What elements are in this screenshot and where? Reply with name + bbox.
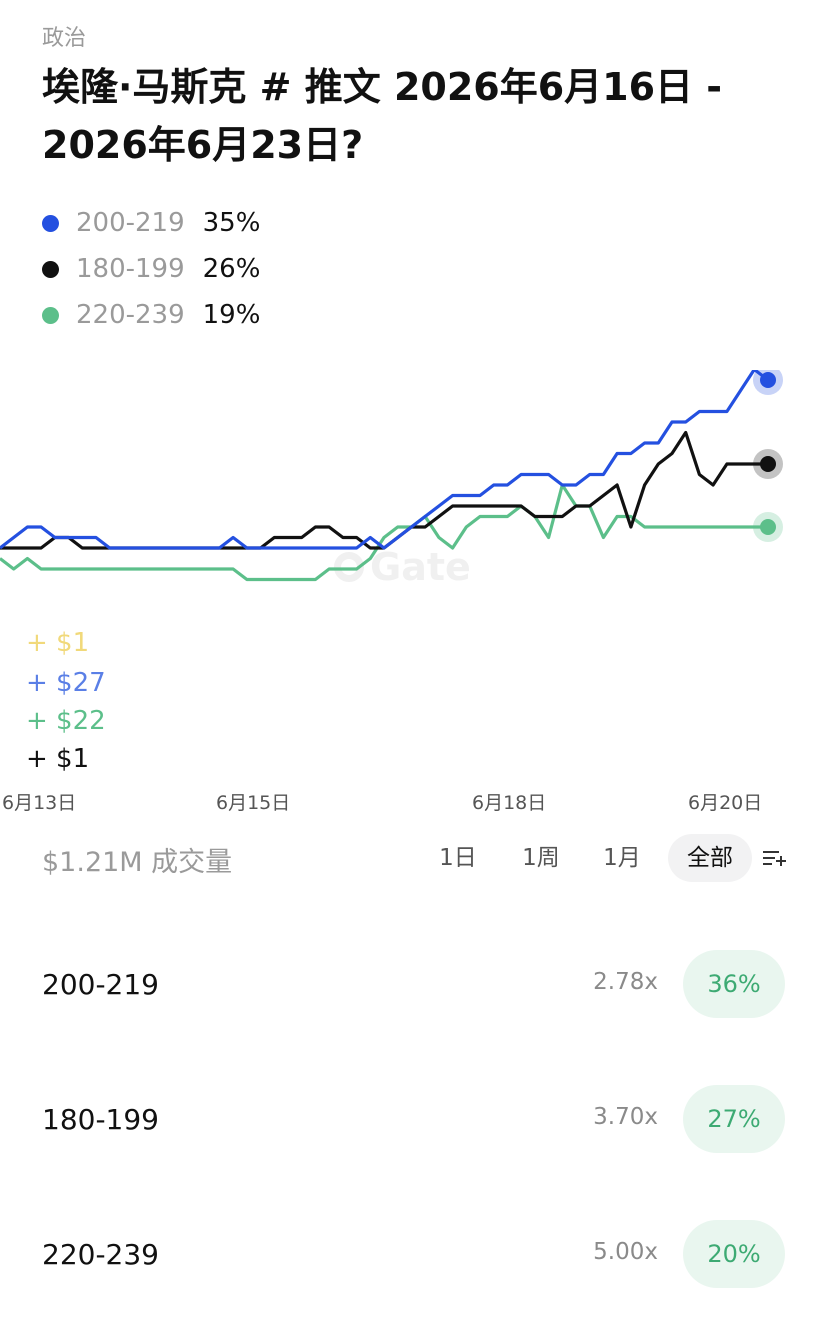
filter-settings-icon[interactable] — [762, 846, 786, 870]
legend-dot-icon — [42, 260, 59, 278]
chart-legend: 200-219 35% 180-199 26% 220-239 19% — [42, 200, 260, 338]
price-chart-svg — [0, 370, 783, 582]
series-line-180-199 — [0, 430, 768, 550]
outcome-buy-button[interactable]: 27% — [683, 1085, 785, 1153]
x-axis-tick: 6月20日 — [688, 792, 763, 814]
outcome-multiplier: 5.00x — [593, 1239, 658, 1265]
outcome-row[interactable]: 180-199 3.70x 27% — [0, 1085, 828, 1155]
outcome-name: 220-239 — [42, 1238, 159, 1271]
trade-delta-label: + $27 — [26, 668, 106, 698]
legend-label: 180-199 — [76, 254, 185, 284]
legend-percent: 35% — [202, 208, 261, 238]
legend-percent: 26% — [202, 254, 261, 284]
range-1d-button[interactable]: 1日 — [439, 845, 477, 871]
legend-item: 220-239 19% — [42, 292, 260, 338]
market-title: 埃隆·马斯克 # 推文 2026年6月16日 - 2026年6月23日? — [42, 65, 723, 167]
range-all-button[interactable]: 全部 — [668, 834, 752, 882]
outcome-buy-button[interactable]: 20% — [683, 1220, 785, 1288]
outcome-row[interactable]: 200-219 2.78x 36% — [0, 950, 828, 1020]
outcome-buy-button[interactable]: 36% — [683, 950, 785, 1018]
series-end-point — [760, 372, 776, 388]
series-line-220-239 — [0, 483, 768, 582]
legend-item: 180-199 26% — [42, 246, 260, 292]
outcome-multiplier: 3.70x — [593, 1104, 658, 1130]
x-axis-tick: 6月13日 — [2, 792, 77, 814]
price-chart[interactable] — [0, 370, 828, 820]
legend-percent: 19% — [202, 300, 261, 330]
outcome-multiplier: 2.78x — [593, 969, 658, 995]
trade-delta-label: + $1 — [26, 628, 90, 658]
category-label[interactable]: 政治 — [42, 26, 87, 51]
outcome-name: 180-199 — [42, 1103, 159, 1136]
x-axis-tick: 6月15日 — [216, 792, 291, 814]
trade-delta-label: + $1 — [26, 744, 90, 774]
range-1m-button[interactable]: 1月 — [603, 845, 641, 871]
watermark-text: Gate — [370, 545, 471, 589]
legend-label: 200-219 — [76, 208, 185, 238]
outcome-row[interactable]: 220-239 5.00x 20% — [0, 1220, 828, 1290]
volume-label: $1.21M 成交量 — [42, 847, 233, 878]
range-1w-button[interactable]: 1周 — [522, 845, 560, 871]
legend-item: 200-219 35% — [42, 200, 260, 246]
series-end-point — [760, 519, 776, 535]
trade-delta-label: + $22 — [26, 706, 106, 736]
legend-label: 220-239 — [76, 300, 185, 330]
gate-watermark-logo: Gate — [334, 545, 471, 589]
x-axis-tick: 6月18日 — [472, 792, 547, 814]
series-line-200-219 — [0, 370, 769, 550]
legend-dot-icon — [42, 214, 59, 232]
outcome-name: 200-219 — [42, 968, 159, 1001]
legend-dot-icon — [42, 306, 59, 324]
series-end-point — [760, 456, 776, 472]
